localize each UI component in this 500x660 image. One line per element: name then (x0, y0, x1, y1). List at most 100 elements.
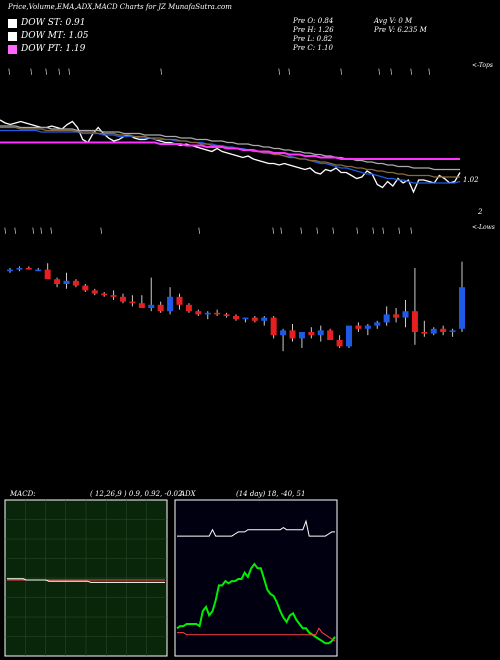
info-open: Pre O: 0.84 (293, 17, 334, 25)
ema-line-1 (0, 129, 461, 184)
adx-lines (176, 519, 336, 645)
ema-line-2 (0, 126, 460, 178)
candle-body-11 (110, 295, 117, 297)
low-mark-1: \ (14, 227, 16, 235)
candle-body-39 (374, 322, 381, 326)
legend-label-pt: DOW PT: 1.19 (21, 44, 86, 54)
low-mark-15: \ (398, 227, 400, 235)
legend-label-mt: DOW MT: 1.05 (21, 31, 89, 41)
chart-title: Price,Volume,EMA,ADX,MACD Charts for JZ … (8, 3, 232, 11)
candle-body-30 (289, 330, 296, 339)
low-mark-2: \ (32, 227, 34, 235)
ema-line-0 (0, 119, 461, 194)
candle-body-20 (195, 311, 202, 315)
low-mark-8: \ (280, 227, 282, 235)
top-mark-1: \ (30, 68, 32, 76)
macd-title: MACD: (10, 490, 36, 498)
candle-body-4 (44, 269, 51, 280)
candle-body-34 (327, 330, 334, 340)
low-mark-16: \ (410, 227, 412, 235)
candle-body-21 (204, 312, 211, 315)
ema-line-4 (0, 141, 460, 160)
low-mark-9: \ (300, 227, 302, 235)
candle-body-47 (449, 330, 456, 332)
legend-label-st: DOW ST: 0.91 (21, 18, 86, 28)
low-mark-7: \ (272, 227, 274, 235)
candle-body-28 (270, 317, 277, 336)
top-mark-4: \ (68, 68, 70, 76)
candle-body-14 (138, 303, 145, 308)
legend-dow-mt: DOW MT: 1.05 (8, 31, 89, 41)
top-mark-7: \ (288, 68, 290, 76)
last-price-label: 1.02 (463, 176, 479, 184)
top-mark-10: \ (390, 68, 392, 76)
adx-title: ADX (180, 490, 196, 498)
low-mark-14: \ (382, 227, 384, 235)
legend-dow-pt: DOW PT: 1.19 (8, 44, 85, 54)
candle-body-1 (16, 268, 23, 270)
candle-body-32 (308, 332, 315, 336)
low-mark-12: \ (356, 227, 358, 235)
low-mark-3: \ (40, 227, 42, 235)
low-mark-4: \ (50, 227, 52, 235)
candle-body-29 (280, 330, 287, 336)
info-close: Pre C: 1.10 (293, 44, 333, 52)
candle-body-0 (7, 269, 13, 272)
adx-panel-bg (174, 499, 338, 657)
low-mark-13: \ (372, 227, 374, 235)
candle-body-44 (421, 332, 428, 334)
candle-body-45 (430, 328, 437, 334)
candle-body-37 (355, 325, 362, 329)
low-mark-10: \ (316, 227, 318, 235)
candle-body-42 (402, 311, 409, 318)
candle-body-16 (157, 304, 164, 312)
candle-body-31 (298, 332, 305, 339)
ema-line-3 (0, 125, 460, 171)
price-right-label: 2 (478, 208, 483, 216)
adx-line-1 (176, 562, 336, 645)
candle-body-3 (35, 269, 42, 272)
lows-label: <-Lows (472, 224, 495, 231)
legend-swatch-mt (8, 31, 17, 41)
top-mark-6: \ (278, 68, 280, 76)
legend-swatch-pt (8, 44, 17, 54)
candle-body-35 (336, 340, 343, 347)
legend-dow-st: DOW ST: 0.91 (8, 18, 86, 28)
candle-body-2 (25, 268, 32, 270)
top-mark-2: \ (45, 68, 47, 76)
candle-body-18 (176, 296, 183, 305)
candle-body-48 (459, 287, 465, 329)
low-mark-0: \ (4, 227, 6, 235)
candle-body-6 (63, 280, 70, 284)
macd-line-1 (7, 578, 165, 583)
candle-body-36 (346, 325, 352, 347)
low-mark-6: \ (198, 227, 200, 235)
candle-body-25 (242, 317, 249, 320)
candle-body-23 (223, 314, 230, 316)
candle-body-27 (261, 317, 268, 321)
adx-params: (14 day) 18, -40, 51 (236, 490, 306, 498)
candle-body-15 (148, 304, 155, 308)
candle-body-5 (54, 279, 61, 284)
candle-body-9 (91, 290, 98, 294)
macd-grid (5, 500, 167, 656)
candle-body-17 (167, 296, 174, 312)
top-mark-5: \ (160, 68, 162, 76)
legend-swatch-st (8, 18, 17, 28)
info-avg-vol: Avg V: 0 M (374, 17, 413, 25)
top-mark-0: \ (8, 68, 10, 76)
macd-params: ( 12,26,9 ) 0.9, 0.92, -0.02 (90, 490, 183, 498)
candle-body-12 (120, 296, 126, 302)
info-high: Pre H: 1.26 (293, 26, 334, 34)
candle-body-46 (440, 328, 447, 332)
candle-body-43 (411, 311, 418, 332)
candle-body-7 (72, 280, 79, 286)
price-ema-panel (0, 119, 461, 194)
candle-body-40 (383, 314, 390, 323)
candle-body-26 (251, 317, 258, 321)
candle-body-19 (185, 304, 192, 312)
candle-body-10 (101, 293, 108, 296)
lows-markers: \ \ \ \ \ \ \ \ \ \ \ \ \ \ \ \ \ (4, 227, 412, 235)
candle-body-8 (82, 285, 89, 291)
